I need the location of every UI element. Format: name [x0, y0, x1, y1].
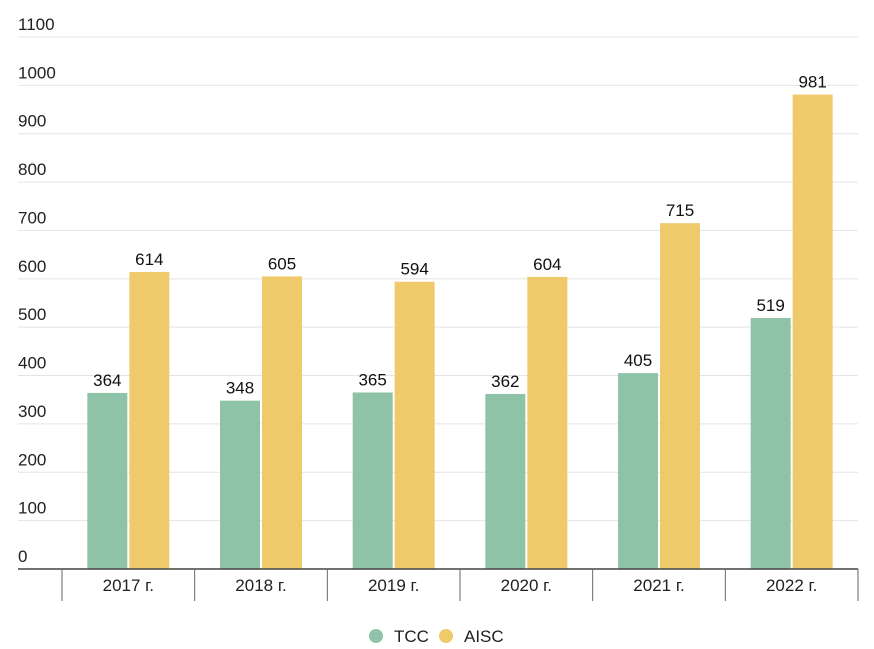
legend-marker-aisc — [439, 629, 453, 643]
data-label-tcc: 364 — [93, 371, 121, 390]
y-tick-label: 700 — [18, 208, 46, 227]
bar-tcc — [485, 393, 526, 569]
x-tick-label: 2021 г. — [633, 576, 684, 595]
y-tick-label: 1000 — [18, 63, 56, 82]
bar-tcc — [87, 392, 128, 569]
data-label-tcc: 405 — [624, 351, 652, 370]
legend-marker-tcc — [369, 629, 383, 643]
x-tick-label: 2018 г. — [235, 576, 286, 595]
bars — [87, 94, 833, 569]
bar-tcc — [750, 317, 791, 569]
data-label-aisc: 981 — [798, 73, 826, 92]
bar-aisc — [792, 94, 833, 569]
y-axis-tick-labels: 0 100 200 300 400 500 600 700 800 900 1000 1100 — [18, 15, 56, 566]
data-label-aisc: 605 — [268, 254, 296, 273]
legend-label-aisc: AISC — [464, 627, 504, 646]
x-tick-label: 2017 г. — [103, 576, 154, 595]
data-label-aisc: 715 — [666, 201, 694, 220]
bar-aisc — [527, 276, 568, 569]
y-tick-label: 900 — [18, 112, 46, 131]
bar-tcc — [352, 392, 393, 569]
y-tick-label: 100 — [18, 499, 46, 518]
y-tick-label: 0 — [18, 547, 27, 566]
bar-aisc — [262, 276, 302, 569]
data-label-tcc: 365 — [358, 370, 386, 389]
data-label-tcc: 362 — [491, 372, 519, 391]
bar-aisc — [394, 281, 435, 569]
y-tick-label: 600 — [18, 257, 46, 276]
bar-tcc — [618, 373, 658, 569]
bar-tcc — [220, 400, 260, 569]
bar-aisc — [660, 223, 700, 569]
y-tick-label: 300 — [18, 402, 46, 421]
data-label-tcc: 348 — [226, 379, 254, 398]
data-label-aisc: 614 — [135, 250, 163, 269]
x-axis: 2017 г. 2018 г. 2019 г. 2020 г. 2021 г. 2022 … — [18, 568, 859, 601]
data-label-tcc: 519 — [756, 296, 784, 315]
data-label-aisc: 604 — [533, 255, 561, 274]
bar-aisc — [129, 272, 170, 569]
y-tick-label: 1100 — [18, 15, 55, 34]
data-labels: 364 614 348 605 365 594 362 604 405 715 519 981 — [93, 73, 827, 398]
legend-label-tcc: TCC — [394, 627, 429, 646]
x-tick-label: 2022 г. — [766, 576, 817, 595]
y-tick-label: 400 — [18, 354, 46, 373]
legend: TCC AISC — [369, 627, 504, 646]
y-tick-label: 500 — [18, 305, 46, 324]
y-tick-label: 200 — [18, 450, 46, 469]
x-tick-label: 2019 г. — [368, 576, 419, 595]
data-label-aisc: 594 — [400, 260, 428, 279]
x-tick-label: 2020 г. — [501, 576, 552, 595]
y-tick-label: 800 — [18, 160, 46, 179]
